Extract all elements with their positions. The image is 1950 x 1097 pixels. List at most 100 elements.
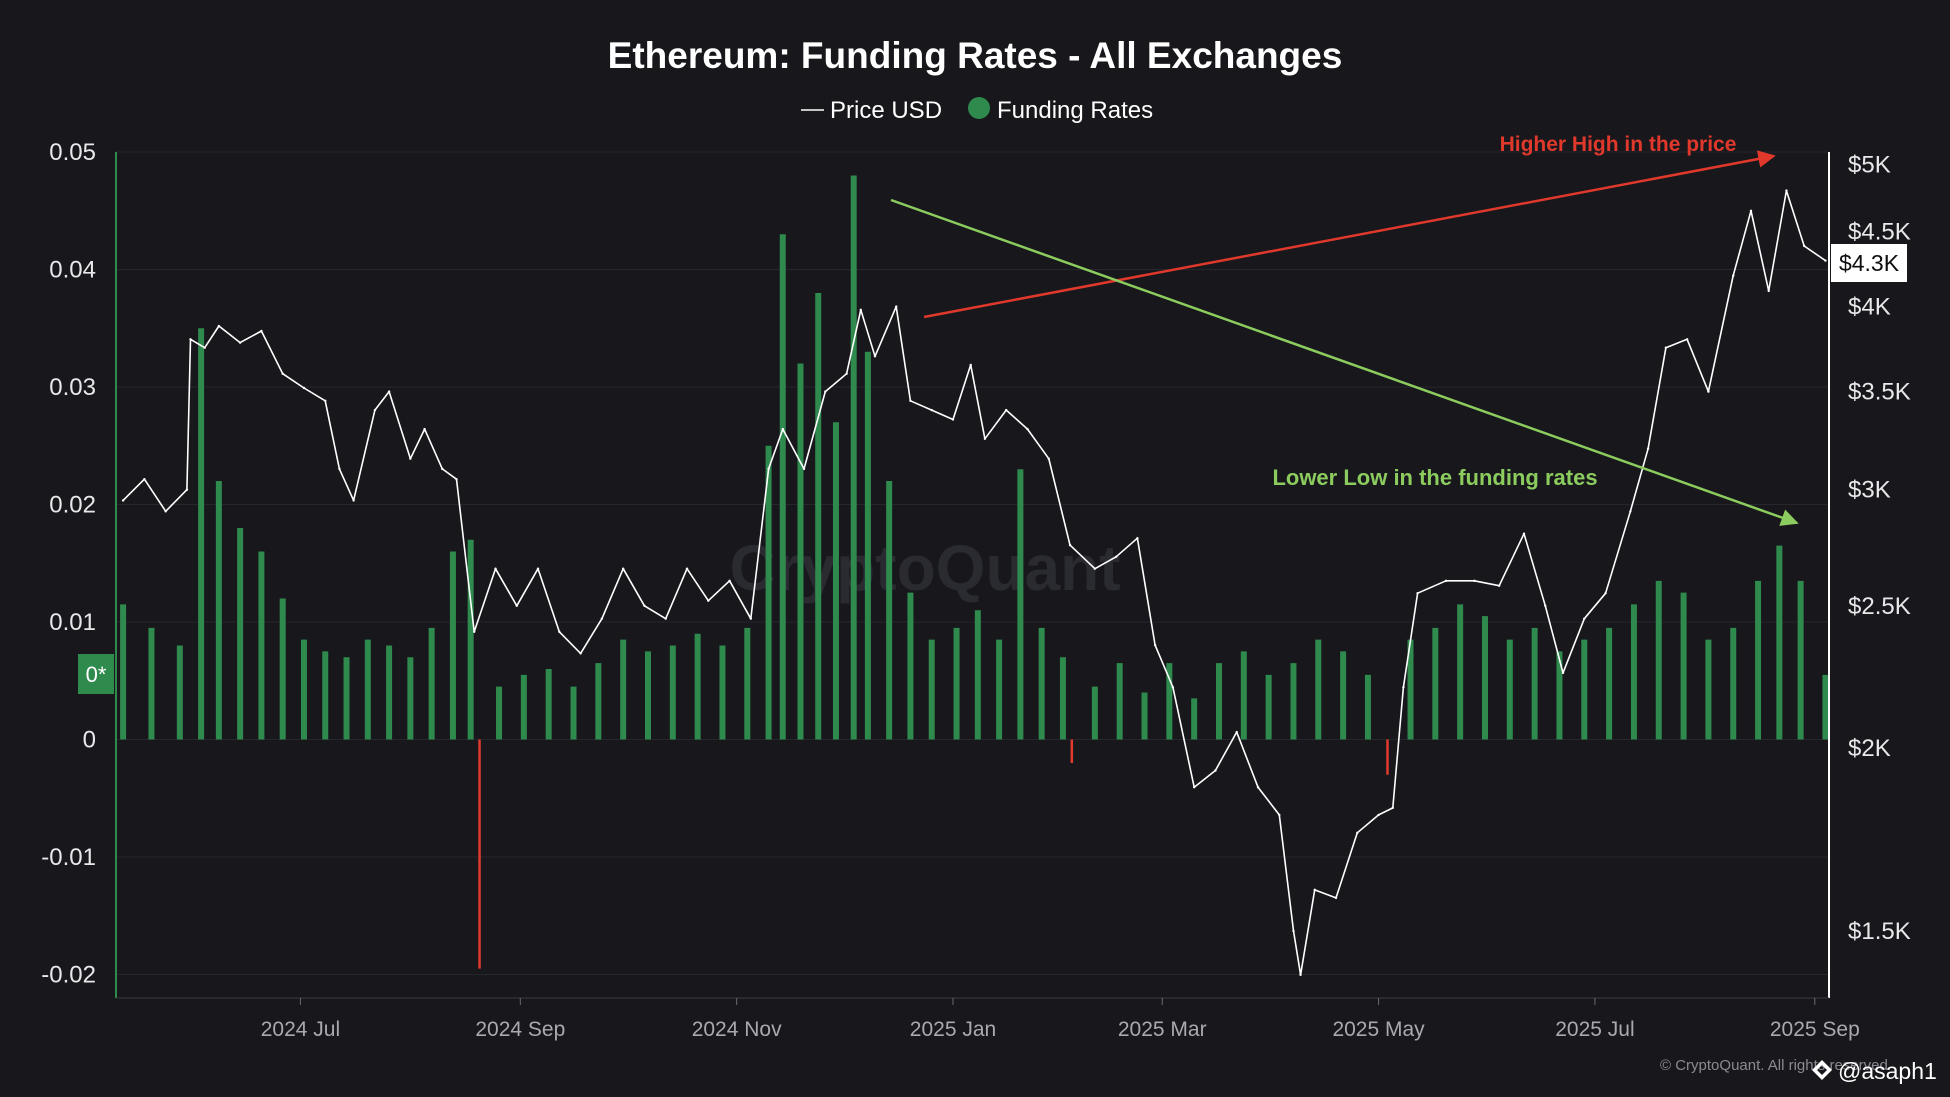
- handle: @asaph1: [1812, 1058, 1937, 1084]
- price-point: [185, 488, 189, 491]
- price-point: [238, 341, 242, 344]
- legend-funding-swatch: [968, 97, 990, 119]
- funding-bar: [1091, 686, 1098, 740]
- price-point: [1646, 447, 1650, 450]
- x-tick-label: 2025 May: [1332, 1018, 1425, 1041]
- price-point: [302, 386, 306, 390]
- funding-bars: [120, 175, 1829, 969]
- funding-bar: [279, 598, 286, 740]
- legend-funding-label[interactable]: Funding Rates: [997, 97, 1153, 124]
- left-tick-label: -0.01: [41, 844, 96, 871]
- price-point: [217, 324, 221, 328]
- funding-bar: [364, 639, 371, 740]
- left-tick-label: 0.05: [49, 139, 96, 166]
- price-point: [579, 652, 582, 655]
- price-point: [423, 427, 426, 431]
- left-tick-label: -0.02: [41, 962, 96, 989]
- price-point: [260, 329, 263, 333]
- funding-bar: [1755, 580, 1762, 740]
- right-tick-label: $3.5K: [1848, 379, 1911, 406]
- price-point: [824, 390, 827, 393]
- price-point: [1802, 244, 1806, 248]
- price-point: [749, 617, 753, 620]
- price-point: [1299, 973, 1302, 977]
- price-point: [909, 399, 912, 402]
- price-point: [685, 567, 689, 570]
- price-point: [664, 617, 667, 620]
- price-point: [1171, 685, 1175, 689]
- price-point: [1047, 457, 1050, 460]
- funding-bar-negative: [1070, 739, 1074, 763]
- funding-bar: [1166, 663, 1173, 740]
- watermark: CryptoQuant: [729, 532, 1120, 604]
- left-axis-ticks: 0.05 0.04 0.03 0.02 0.01 0 -0.01 -0.02: [41, 139, 96, 989]
- funding-bar: [832, 422, 839, 740]
- price-point: [600, 617, 604, 620]
- price-point: [1664, 346, 1668, 349]
- funding-bar: [1481, 616, 1488, 740]
- price-point: [873, 355, 877, 358]
- legend-price-label[interactable]: Price USD: [830, 97, 942, 124]
- right-tick-label: $5K: [1848, 152, 1891, 179]
- price-point: [895, 305, 898, 308]
- funding-bar: [974, 610, 981, 740]
- x-tick-label: 2025 Jul: [1555, 1018, 1634, 1041]
- x-axis-ticks: 2024 Jul 2024 Sep 2024 Nov 2025 Jan 2025 Mar…: [261, 998, 1860, 1041]
- price-point: [1444, 579, 1448, 583]
- funding-bar: [300, 639, 307, 740]
- price-point: [1473, 579, 1476, 583]
- price-point: [1004, 408, 1008, 412]
- price-point: [845, 372, 848, 375]
- funding-bar: [120, 604, 127, 740]
- chart-title: Ethereum: Funding Rates - All Exchanges: [608, 35, 1343, 76]
- left-tick-label: 0.02: [49, 492, 96, 519]
- funding-bar: [928, 639, 935, 740]
- funding-bar: [1017, 469, 1024, 740]
- price-line-group: [121, 189, 1827, 977]
- zero-badge-box: [78, 654, 114, 694]
- price-point: [767, 467, 770, 471]
- price-point: [1214, 769, 1217, 772]
- funding-bar: [1630, 604, 1637, 740]
- annotation-lower-low-arrow: [890, 198, 1799, 526]
- annotation-lower-low-text: Lower Low in the funding rates: [1272, 465, 1597, 490]
- funding-bar: [343, 657, 350, 740]
- price-point: [121, 499, 125, 502]
- annotation-higher-high-arrow: [923, 150, 1776, 319]
- funding-bar: [779, 234, 786, 740]
- price-point: [707, 599, 710, 602]
- funding-bar: [744, 627, 751, 740]
- funding-bar: [198, 328, 205, 740]
- funding-bar: [148, 627, 155, 740]
- funding-bar: [1581, 639, 1588, 740]
- price-point: [1749, 209, 1753, 212]
- funding-bar: [428, 627, 435, 740]
- funding-bar: [1059, 657, 1066, 740]
- price-point: [1604, 591, 1607, 595]
- diamond-logo-icon: [1812, 1060, 1832, 1080]
- price-point: [951, 418, 955, 421]
- zero-badge-label: 0*: [86, 662, 107, 687]
- x-tick-label: 2025 Sep: [1770, 1018, 1860, 1041]
- left-tick-label: 0.04: [49, 257, 96, 284]
- price-point: [1278, 813, 1281, 817]
- price-point: [1767, 289, 1770, 293]
- funding-bar: [545, 669, 552, 740]
- right-tick-label: $4.5K: [1848, 219, 1911, 246]
- funding-bar: [1797, 580, 1804, 740]
- funding-bar: [1364, 674, 1371, 740]
- price-point: [515, 604, 518, 607]
- funding-bar: [1705, 639, 1712, 740]
- price-point: [536, 567, 540, 570]
- price-point: [802, 467, 806, 471]
- funding-bar: [520, 674, 527, 740]
- price-point: [1313, 888, 1316, 892]
- funding-bar: [237, 528, 244, 740]
- price-point: [859, 308, 862, 312]
- funding-bar-negative: [1386, 739, 1389, 775]
- price-point: [1544, 604, 1547, 607]
- price-point: [1026, 427, 1029, 431]
- annotation-higher-high-text: Higher High in the price: [1500, 133, 1737, 156]
- funding-bar: [1340, 651, 1347, 740]
